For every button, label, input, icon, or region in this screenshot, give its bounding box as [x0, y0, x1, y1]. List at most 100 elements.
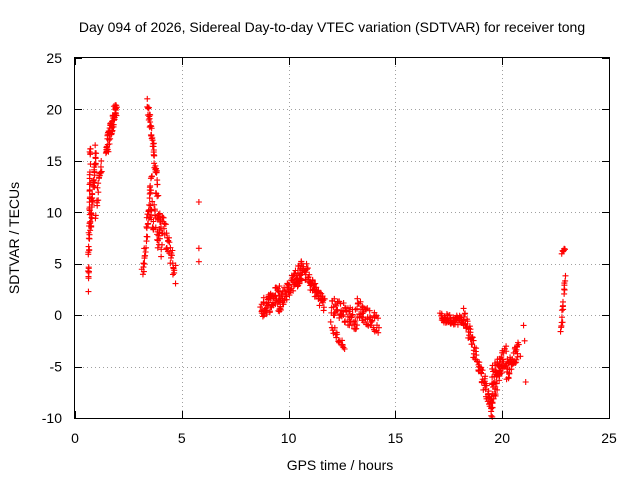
data-point: [95, 197, 102, 204]
data-point: [91, 168, 98, 175]
data-point: [111, 116, 118, 123]
data-point: [346, 308, 353, 315]
data-point: [469, 334, 476, 341]
data-point: [354, 322, 361, 329]
data-point: [87, 145, 94, 152]
data-point: [151, 201, 158, 208]
data-point: [88, 210, 95, 217]
data-point: [490, 379, 497, 386]
data-point: [316, 302, 323, 309]
data-point: [461, 310, 468, 317]
data-point: [460, 317, 467, 324]
data-point: [96, 172, 103, 179]
data-point: [97, 163, 104, 170]
data-point: [195, 258, 202, 265]
data-point: [375, 324, 382, 331]
data-point: [148, 125, 155, 132]
y-axis-label: SDTVAR / TECUs: [6, 182, 22, 294]
y-tick-label: 10: [46, 204, 62, 220]
data-point: [286, 292, 293, 299]
data-point: [86, 186, 93, 193]
data-point: [307, 282, 314, 289]
data-point: [276, 283, 283, 290]
data-point: [559, 298, 566, 305]
data-point: [334, 306, 341, 313]
x-tick-label: 15: [388, 430, 404, 446]
data-point: [340, 311, 347, 318]
data-point: [466, 323, 473, 330]
data-point: [94, 184, 101, 191]
data-point: [145, 104, 152, 111]
data-point: [306, 271, 313, 278]
data-point: [561, 246, 568, 253]
data-point: [460, 305, 467, 312]
data-point: [374, 315, 381, 322]
data-point: [302, 269, 309, 276]
data-point: [113, 112, 120, 119]
data-point: [454, 321, 461, 328]
data-point: [503, 343, 510, 350]
data-point: [503, 348, 510, 355]
data-point: [375, 329, 382, 336]
data-point: [339, 341, 346, 348]
data-point: [491, 378, 498, 385]
data-point: [98, 157, 105, 164]
data-point: [90, 182, 97, 189]
data-point: [317, 289, 324, 296]
data-point: [446, 312, 453, 319]
data-point: [146, 111, 153, 118]
data-point: [143, 225, 150, 232]
data-point: [494, 386, 501, 393]
y-tick-label: -5: [50, 359, 63, 375]
data-point: [148, 206, 155, 213]
data-point: [485, 388, 492, 395]
data-point: [492, 391, 499, 398]
data-point: [156, 235, 163, 242]
data-point: [195, 199, 202, 205]
data-point: [147, 189, 154, 196]
data-point: [283, 296, 290, 303]
data-point: [351, 321, 358, 328]
data-point: [146, 190, 153, 197]
data-point: [160, 225, 167, 232]
data-point: [309, 277, 316, 284]
y-tick-label: 20: [46, 101, 62, 117]
data-point: [285, 281, 292, 288]
y-axis-ticks: -10 -5 0 5 10 15 20 25: [42, 50, 609, 426]
data-point: [144, 95, 151, 102]
data-point: [303, 266, 310, 273]
data-point: [161, 220, 168, 227]
data-point: [93, 150, 100, 157]
data-point: [152, 224, 159, 231]
data-point: [557, 328, 564, 335]
data-point: [369, 317, 376, 324]
data-point: [140, 260, 147, 267]
data-point: [478, 364, 485, 371]
data-point: [337, 300, 344, 307]
x-tick-label: 20: [494, 430, 510, 446]
data-point: [107, 135, 114, 142]
data-point: [277, 305, 284, 312]
data-point: [493, 368, 500, 375]
data-point: [305, 274, 312, 281]
data-point: [148, 173, 155, 180]
y-tick-label: 15: [46, 153, 62, 169]
data-point: [342, 318, 349, 325]
data-point: [151, 152, 158, 159]
data-point: [145, 105, 152, 112]
data-point: [473, 345, 480, 352]
data-point: [144, 221, 151, 228]
grid-lines: [75, 58, 609, 418]
data-point: [91, 161, 98, 168]
data-point: [281, 284, 288, 291]
data-point: [87, 220, 94, 227]
data-point: [112, 111, 119, 118]
data-point: [97, 169, 104, 176]
data-point: [558, 307, 565, 314]
data-point: [154, 181, 161, 188]
data-point: [166, 239, 173, 246]
data-point: [158, 253, 165, 260]
x-tick-label: 0: [71, 430, 79, 446]
data-point: [159, 241, 166, 248]
